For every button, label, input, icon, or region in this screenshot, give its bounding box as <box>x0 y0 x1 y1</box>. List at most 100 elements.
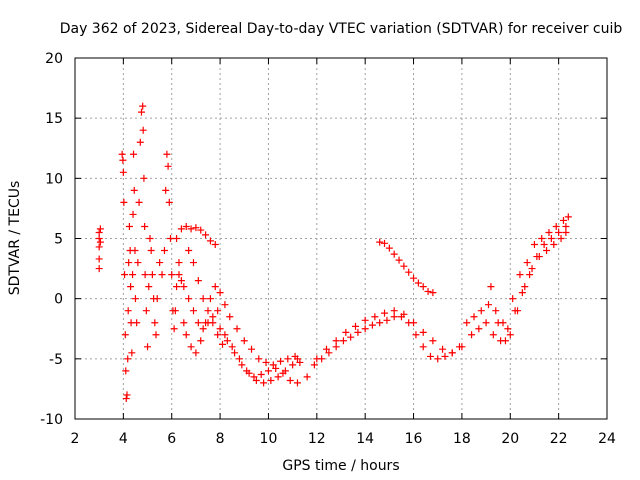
data-point <box>134 259 142 267</box>
data-point <box>214 307 222 315</box>
data-point <box>448 349 456 357</box>
y-tick-label-4: 10 <box>45 171 63 187</box>
data-point <box>168 271 176 279</box>
data-point <box>233 325 241 333</box>
data-point <box>555 228 563 236</box>
data-point <box>163 150 171 158</box>
data-point <box>128 349 136 357</box>
data-point <box>147 247 155 255</box>
data-point <box>390 307 398 315</box>
data-point <box>216 289 224 297</box>
data-point <box>313 355 321 363</box>
data-point <box>293 379 301 387</box>
data-point <box>257 370 265 378</box>
data-point <box>192 224 200 232</box>
data-point <box>221 331 229 339</box>
data-point <box>189 307 197 315</box>
data-point <box>291 352 299 360</box>
data-point <box>177 225 185 233</box>
data-point <box>477 307 485 315</box>
data-point <box>361 316 369 324</box>
y-tick-label-5: 15 <box>45 111 63 127</box>
x-tick-label-10: 22 <box>550 431 568 447</box>
data-point <box>135 198 143 206</box>
data-point <box>138 108 145 116</box>
data-point <box>216 325 224 333</box>
data-point <box>160 247 168 255</box>
data-point <box>395 256 403 264</box>
data-point <box>487 283 495 291</box>
data-point <box>96 238 104 246</box>
data-point <box>501 337 509 345</box>
x-tick-label-3: 8 <box>216 431 225 447</box>
data-point <box>167 235 175 242</box>
data-point <box>158 271 166 279</box>
data-point <box>458 343 466 351</box>
data-point <box>187 343 195 351</box>
data-point <box>120 198 128 206</box>
data-point <box>171 307 179 315</box>
data-point <box>211 241 219 249</box>
data-point <box>182 331 190 339</box>
data-point <box>470 313 478 321</box>
data-point <box>504 325 512 333</box>
data-point <box>95 228 103 236</box>
data-point <box>405 268 413 276</box>
data-point <box>206 237 214 245</box>
data-point <box>262 358 270 366</box>
data-point <box>383 316 391 324</box>
data-point <box>506 331 514 339</box>
data-point <box>136 138 144 146</box>
data-point <box>269 361 277 369</box>
data-point <box>376 319 384 327</box>
data-point <box>139 126 147 134</box>
data-point <box>543 247 551 255</box>
data-point <box>153 295 161 303</box>
data-point <box>119 168 127 176</box>
data-point <box>289 361 297 369</box>
data-point <box>182 222 190 230</box>
data-point <box>414 279 422 287</box>
data-point <box>339 337 347 345</box>
data-point <box>192 349 200 357</box>
data-point <box>400 262 408 270</box>
y-axis-label: SDTVAR / TECUs <box>7 181 23 296</box>
data-point <box>133 319 141 327</box>
data-point <box>140 174 148 182</box>
data-point <box>424 287 432 295</box>
x-tick-label-7: 16 <box>405 431 423 447</box>
data-point <box>260 379 268 387</box>
data-point <box>228 343 236 351</box>
data-point <box>146 235 154 242</box>
data-point <box>164 162 172 170</box>
data-point <box>144 343 152 351</box>
data-point <box>296 358 304 366</box>
data-point <box>485 301 493 309</box>
data-point <box>463 319 471 327</box>
data-point <box>516 271 524 279</box>
data-point <box>194 277 202 285</box>
x-tick-label-2: 6 <box>167 431 176 447</box>
data-point <box>557 235 565 242</box>
data-point <box>390 313 398 321</box>
x-tick-label-0: 2 <box>71 431 80 447</box>
data-point <box>123 391 131 399</box>
data-point <box>564 213 572 221</box>
data-markers <box>95 102 572 403</box>
data-point <box>96 225 104 233</box>
data-point <box>347 333 355 341</box>
data-point <box>410 274 418 282</box>
data-point <box>129 210 137 218</box>
x-tick-label-9: 20 <box>501 431 519 447</box>
x-tick-label-8: 18 <box>453 431 471 447</box>
data-point <box>526 271 534 279</box>
data-point <box>434 355 442 363</box>
data-point <box>125 222 133 230</box>
data-point <box>332 343 340 351</box>
x-tick-label-1: 4 <box>119 431 128 447</box>
data-point <box>523 259 531 267</box>
data-point <box>204 307 212 315</box>
data-point <box>95 235 103 242</box>
data-point <box>145 283 153 291</box>
y-tick-label-2: 0 <box>54 292 63 308</box>
